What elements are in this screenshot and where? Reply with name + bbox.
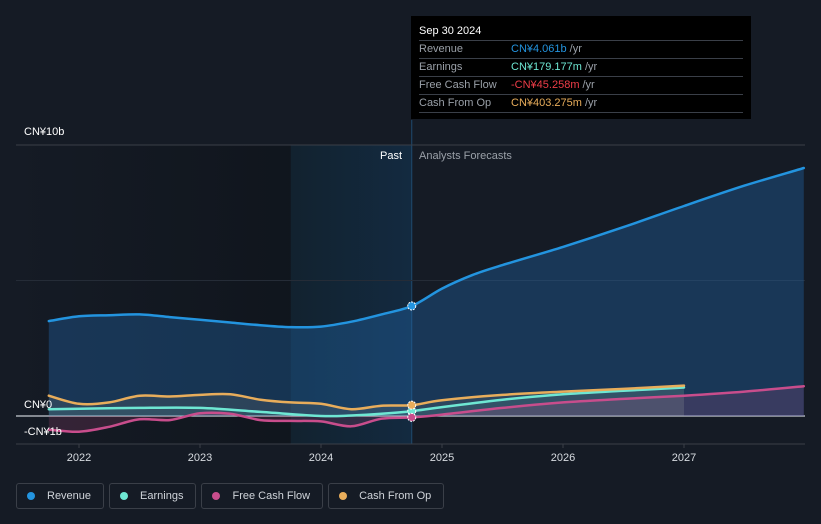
legend: Revenue Earnings Free Cash Flow Cash Fro… <box>16 483 445 509</box>
tooltip-row-revenue: Revenue CN¥4.061b /yr <box>419 41 743 59</box>
earnings-line <box>47 386 686 418</box>
tooltip-row-cash-from-op: Cash From Op CN¥403.275m /yr <box>419 95 743 113</box>
highlight-band <box>290 145 412 444</box>
legend-item-cash-from-op[interactable]: Cash From Op <box>328 483 445 509</box>
forecast-label: Analysts Forecasts <box>419 150 512 162</box>
tooltip-label: Revenue <box>419 43 464 55</box>
x-tick-label: 2027 <box>672 452 696 464</box>
cash-from-op-marker <box>407 400 417 410</box>
tooltip-row-free-cash-flow: Free Cash Flow -CN¥45.258m /yr <box>419 77 743 95</box>
tooltip-unit: /yr <box>584 61 598 73</box>
tooltip-unit: /yr <box>584 97 598 109</box>
tooltip-unit: /yr <box>582 79 595 91</box>
legend-dot-icon <box>27 492 35 500</box>
free-cash-flow-line <box>47 384 806 434</box>
y-tick-label-negative: -CN¥1b <box>24 426 62 438</box>
legend-dot-icon <box>339 492 348 500</box>
tooltip-value: CN¥179.177m <box>511 61 582 73</box>
legend-item-free-cash-flow[interactable]: Free Cash Flow <box>201 483 324 509</box>
revenue-marker <box>407 301 417 311</box>
x-tick-label: 2023 <box>188 452 212 464</box>
tooltip-label: Cash From Op <box>419 97 492 109</box>
tooltip-label: Earnings <box>419 61 463 73</box>
free-cash-flow-marker <box>407 412 417 422</box>
y-tick-label-top: CN¥10b <box>24 126 65 138</box>
cash-from-op-line <box>47 384 686 411</box>
tooltip-label: Free Cash Flow <box>419 79 497 91</box>
tooltip: Sep 30 2024 Revenue CN¥4.061b /yr Earnin… <box>411 16 751 119</box>
legend-dot-icon <box>120 492 129 500</box>
x-tick-label: 2024 <box>309 452 333 464</box>
legend-dot-icon <box>212 492 221 500</box>
tooltip-unit: /yr <box>569 43 582 55</box>
past-label: Past <box>380 150 403 162</box>
tooltip-value: CN¥4.061b <box>511 43 567 55</box>
tooltip-date: Sep 30 2024 <box>419 22 743 41</box>
x-tick-label: 2025 <box>430 452 454 464</box>
x-tick-label: 2026 <box>551 452 575 464</box>
y-tick-label-zero: CN¥0 <box>24 399 53 411</box>
tooltip-value: -CN¥45.258m <box>511 79 580 91</box>
legend-item-revenue[interactable]: Revenue <box>16 483 105 509</box>
free-cash-flow-area <box>48 386 804 432</box>
revenue-line <box>47 166 806 329</box>
tooltip-value: CN¥403.275m <box>511 97 582 109</box>
legend-label: Cash From Op <box>359 490 432 502</box>
legend-label: Revenue <box>47 490 92 502</box>
legend-label: Free Cash Flow <box>232 490 311 502</box>
legend-label: Earnings <box>140 490 184 502</box>
legend-item-earnings[interactable]: Earnings <box>109 483 197 509</box>
tooltip-row-earnings: Earnings CN¥179.177m /yr <box>419 59 743 77</box>
x-tick-label: 2022 <box>67 452 91 464</box>
